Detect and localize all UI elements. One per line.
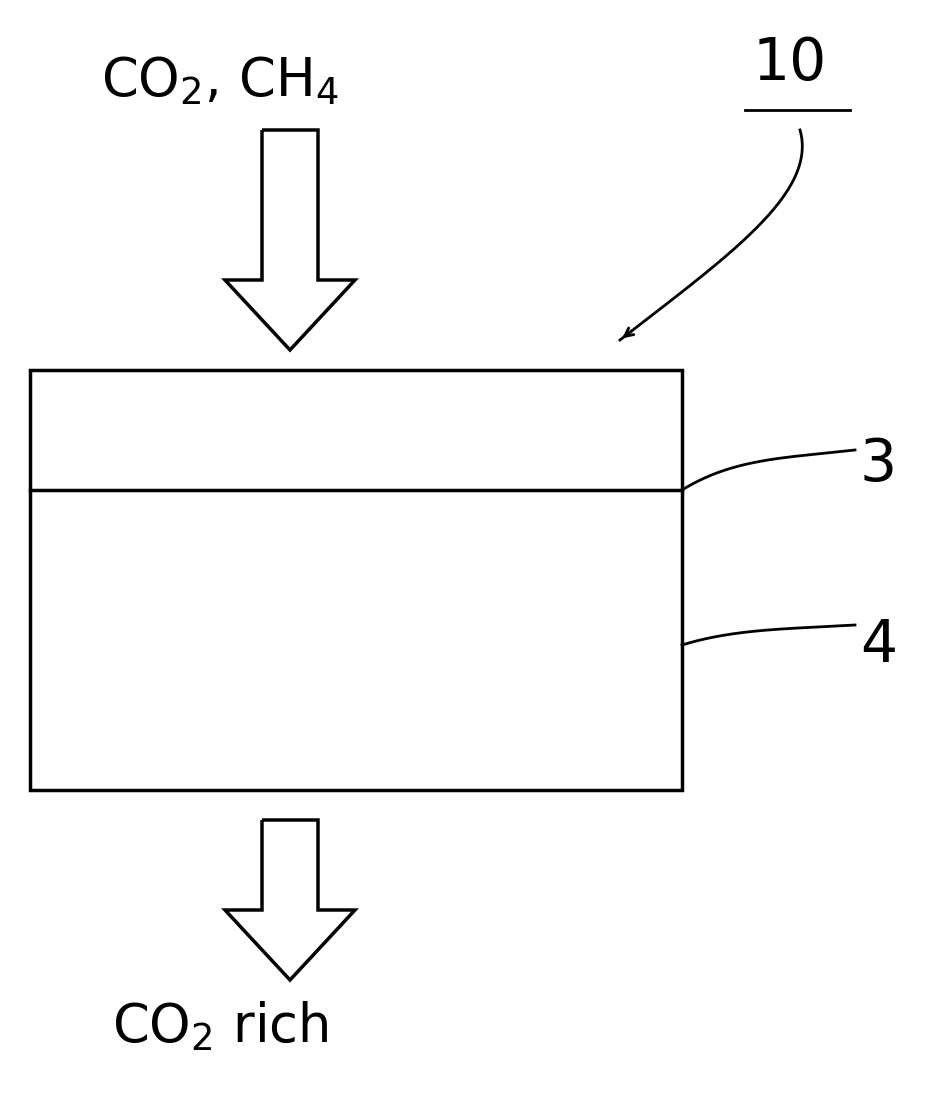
Bar <box>30 371 682 790</box>
Text: 3: 3 <box>860 437 897 493</box>
Text: CO$_2$, CH$_4$: CO$_2$, CH$_4$ <box>101 55 339 107</box>
Text: 4: 4 <box>860 616 897 674</box>
Text: CO$_2$ rich: CO$_2$ rich <box>111 1000 329 1054</box>
Text: 10: 10 <box>753 35 827 92</box>
